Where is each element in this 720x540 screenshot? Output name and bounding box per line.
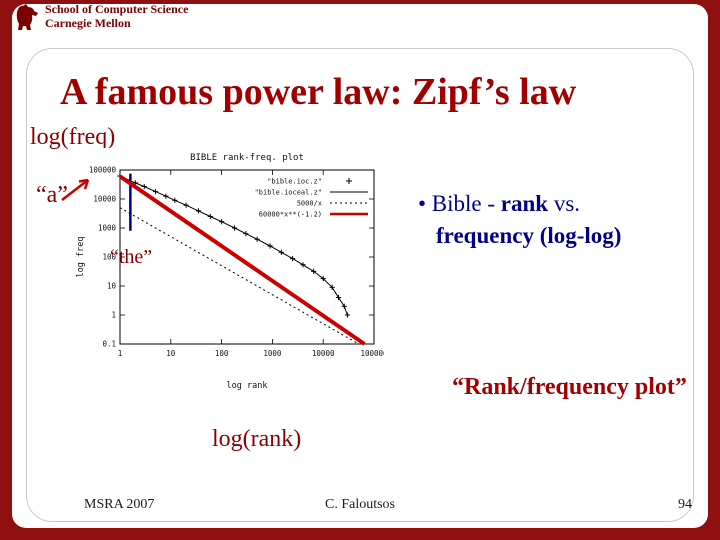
bullet-prefix: • Bible - [418,191,501,216]
cmu-mascot-icon [16,4,38,30]
svg-text:100: 100 [215,349,229,358]
svg-text:100000: 100000 [89,166,117,175]
rank-frequency-quote: “Rank/frequency plot” [452,374,687,400]
svg-text:1000: 1000 [263,349,282,358]
svg-text:100: 100 [102,253,116,262]
bible-bullet: • Bible - rank vs. frequency (log-log) [418,188,708,252]
header: School of Computer Science Carnegie Mell… [14,2,189,33]
svg-text:"bible.ioceal.z": "bible.ioceal.z" [255,189,322,197]
footer-page-number: 94 [678,497,692,512]
svg-text:1: 1 [118,349,123,358]
rank-frequency-chart: BIBLE rank-freq. plot 100000 10000 1000 100 1… [72,148,388,396]
svg-text:BIBLE rank-freq. plot: BIBLE rank-freq. plot [190,153,304,163]
svg-text:log rank: log rank [227,381,268,391]
bullet-rank: rank [500,191,549,216]
svg-text:1: 1 [111,311,116,320]
svg-text:60000*x**(-1.2): 60000*x**(-1.2) [259,211,322,219]
svg-text:5000/x: 5000/x [297,200,322,208]
svg-text:10: 10 [107,282,117,291]
footer-author: C. Faloutsos [324,497,396,512]
svg-text:100000: 100000 [360,349,384,358]
svg-text:10000: 10000 [312,349,335,358]
svg-text:1000: 1000 [98,224,117,233]
svg-text:log freq: log freq [76,237,86,278]
svg-text:10: 10 [166,349,176,358]
svg-text:"bible.ioc.z": "bible.ioc.z" [267,178,322,186]
university-name: Carnegie Mellon [45,15,131,30]
svg-text:0.1: 0.1 [102,340,116,349]
chart-svg: BIBLE rank-freq. plot 100000 10000 1000 100 1… [76,153,388,391]
word-the-label: “the” [110,246,153,268]
yaxis-annotation: log(freq) [30,124,116,150]
word-a-label: “a” [36,182,68,208]
xaxis-annotation: log(rank) [212,426,302,452]
school-name: School of Computer Science [45,2,189,16]
bullet-suffix: vs. [548,191,581,216]
arrow-to-curve-icon [58,174,94,204]
svg-text:10000: 10000 [93,195,116,204]
bullet-line2: frequency (log-log) [436,223,622,249]
slide-title: A famous power law: Zipf’s law [60,71,577,113]
footer-venue: MSRA 2007 [84,497,155,512]
